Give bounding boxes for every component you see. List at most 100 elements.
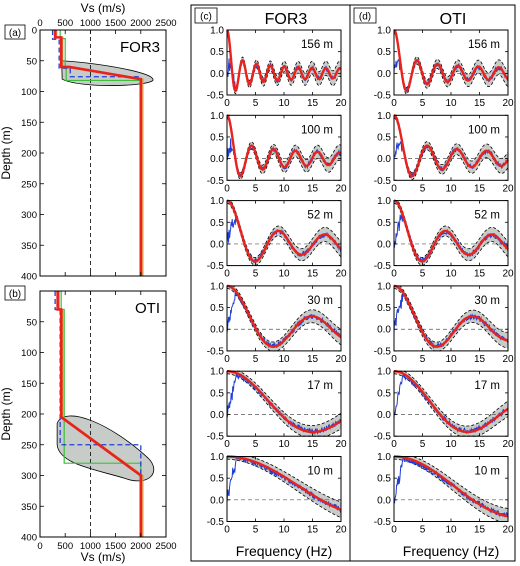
x-axis-label: Frequency (Hz) <box>403 543 499 559</box>
x-tick-label: 20 <box>502 98 514 109</box>
y-tick-label: -0.5 <box>207 261 225 272</box>
panel-title: FOR3 <box>120 39 160 56</box>
x-tick-label: 5 <box>253 354 259 365</box>
distance-label: 30 m <box>474 295 500 307</box>
x-tick-label: 5 <box>253 439 259 450</box>
x-tick-label: 1000 <box>80 541 101 552</box>
x-tick-label: 15 <box>474 439 486 450</box>
distance-label: 17 m <box>307 380 333 392</box>
panel-tag: (c) <box>200 12 212 23</box>
y-tick-label: 0.0 <box>377 69 391 80</box>
band-lower-dashed <box>226 373 342 437</box>
x-tick-label: 1500 <box>105 18 126 29</box>
y-tick-label: -0.5 <box>374 346 392 357</box>
y-tick-label: 1.0 <box>210 196 224 207</box>
y-tick-label: 50 <box>26 56 37 67</box>
orange-profile <box>58 291 144 537</box>
x-tick-label: 2000 <box>130 541 151 552</box>
x-tick-label: 20 <box>335 269 347 280</box>
y-tick-label: -0.5 <box>207 517 225 528</box>
y-tick-label: 100 <box>21 87 37 98</box>
x-tick-label: 0 <box>37 18 42 29</box>
coherency-subpanel: 1.0 0.5 0.0 -0.50 5 10 15 20 30 m <box>207 281 347 365</box>
x-tick-label: 5 <box>420 354 426 365</box>
x-tick-label: 5 <box>420 98 426 109</box>
x-tick-label: 15 <box>474 183 486 194</box>
y-tick-label: -0.5 <box>374 91 392 102</box>
y-tick-label: 0.5 <box>377 218 391 229</box>
x-tick-label: 5 <box>420 269 426 280</box>
y-tick-label: 0.5 <box>377 303 391 314</box>
y-tick-label: 1.0 <box>377 111 391 122</box>
y-tick-label: 0.5 <box>377 47 391 58</box>
y-tick-label: -0.5 <box>374 517 392 528</box>
y-tick-label: 400 <box>21 533 37 544</box>
x-tick-label: 5 <box>253 98 259 109</box>
y-tick-label: -0.5 <box>207 346 225 357</box>
y-tick-label: 250 <box>21 440 37 451</box>
x-tick-label: 0 <box>391 269 397 280</box>
y-tick-label: 1.0 <box>210 281 224 292</box>
band-lower-dashed <box>393 458 508 522</box>
y-tick-label: 0.0 <box>377 495 391 506</box>
x-tick-label: 5 <box>420 439 426 450</box>
theoretical-coherency <box>393 284 509 348</box>
x-tick-label: 20 <box>335 525 347 536</box>
band-upper-dashed <box>227 370 342 426</box>
theoretical-coherency <box>226 370 342 434</box>
x-tick-label: 1500 <box>105 541 126 552</box>
coherency-subpanel: 1.0 0.5 0.0 -0.50 5 10 15 20 10 m <box>374 452 514 536</box>
y-tick-label: 0.0 <box>210 325 224 336</box>
column-title: OTI <box>440 11 467 28</box>
x-tick-label: 20 <box>502 183 514 194</box>
band-upper-dashed <box>227 114 342 174</box>
y-tick-label: 0.5 <box>210 388 224 399</box>
x-tick-label: 0 <box>224 354 230 365</box>
x-tick-label: 15 <box>307 183 319 194</box>
theoretical-coherency <box>393 455 509 518</box>
y-tick-label: 200 <box>21 149 37 160</box>
x-tick-label: 0 <box>391 354 397 365</box>
y-tick-label: -0.5 <box>374 176 392 187</box>
x-tick-label: 10 <box>445 98 457 109</box>
x-tick-label: 0 <box>224 183 230 194</box>
theoretical-coherency <box>393 114 509 178</box>
x-tick-label: 5 <box>420 525 426 536</box>
x-tick-label: 10 <box>445 525 457 536</box>
panel-title: OTI <box>135 300 160 317</box>
x-tick-label: 5 <box>253 269 259 280</box>
coherency-subpanel: 1.0 0.5 0.0 -0.50 5 10 15 20 52 m <box>374 196 514 280</box>
y-axis-label: Depth (m) <box>0 387 13 440</box>
x-tick-label: 20 <box>502 354 514 365</box>
y-tick-label: -0.5 <box>207 176 225 187</box>
x-tick-label: 10 <box>445 269 457 280</box>
coherency-subpanel: 1.0 0.5 0.0 -0.50 5 10 15 20 10 m <box>207 452 347 536</box>
y-tick-label: 1.0 <box>210 452 224 463</box>
axes-frame <box>39 290 167 538</box>
y-tick-label: 1.0 <box>377 452 391 463</box>
distance-label: 52 m <box>307 210 333 222</box>
theoretical-coherency <box>393 370 509 434</box>
y-tick-label: 0.5 <box>377 474 391 485</box>
y-tick-label: 1.0 <box>210 111 224 122</box>
x-tick-label: 20 <box>335 183 347 194</box>
theoretical-coherency <box>226 29 342 93</box>
panel-tag-box <box>194 7 218 24</box>
x-tick-label: 0 <box>391 525 397 536</box>
theoretical-coherency <box>393 28 509 93</box>
x-tick-label: 20 <box>502 439 514 450</box>
y-tick-label: 50 <box>26 317 37 328</box>
distance-label: 100 m <box>468 124 500 136</box>
x-tick-label: 20 <box>335 354 347 365</box>
band-upper-dashed <box>394 29 509 89</box>
x-tick-label: 10 <box>278 525 290 536</box>
x-tick-label: 2500 <box>155 541 176 552</box>
coherency-subpanel: 1.0 0.5 0.0 -0.50 5 10 15 20 156 m <box>374 26 514 110</box>
y-tick-label: 1.0 <box>210 367 224 378</box>
x-tick-label: 0 <box>37 541 42 552</box>
theoretical-coherency <box>226 199 342 263</box>
y-tick-label: 150 <box>21 379 37 390</box>
